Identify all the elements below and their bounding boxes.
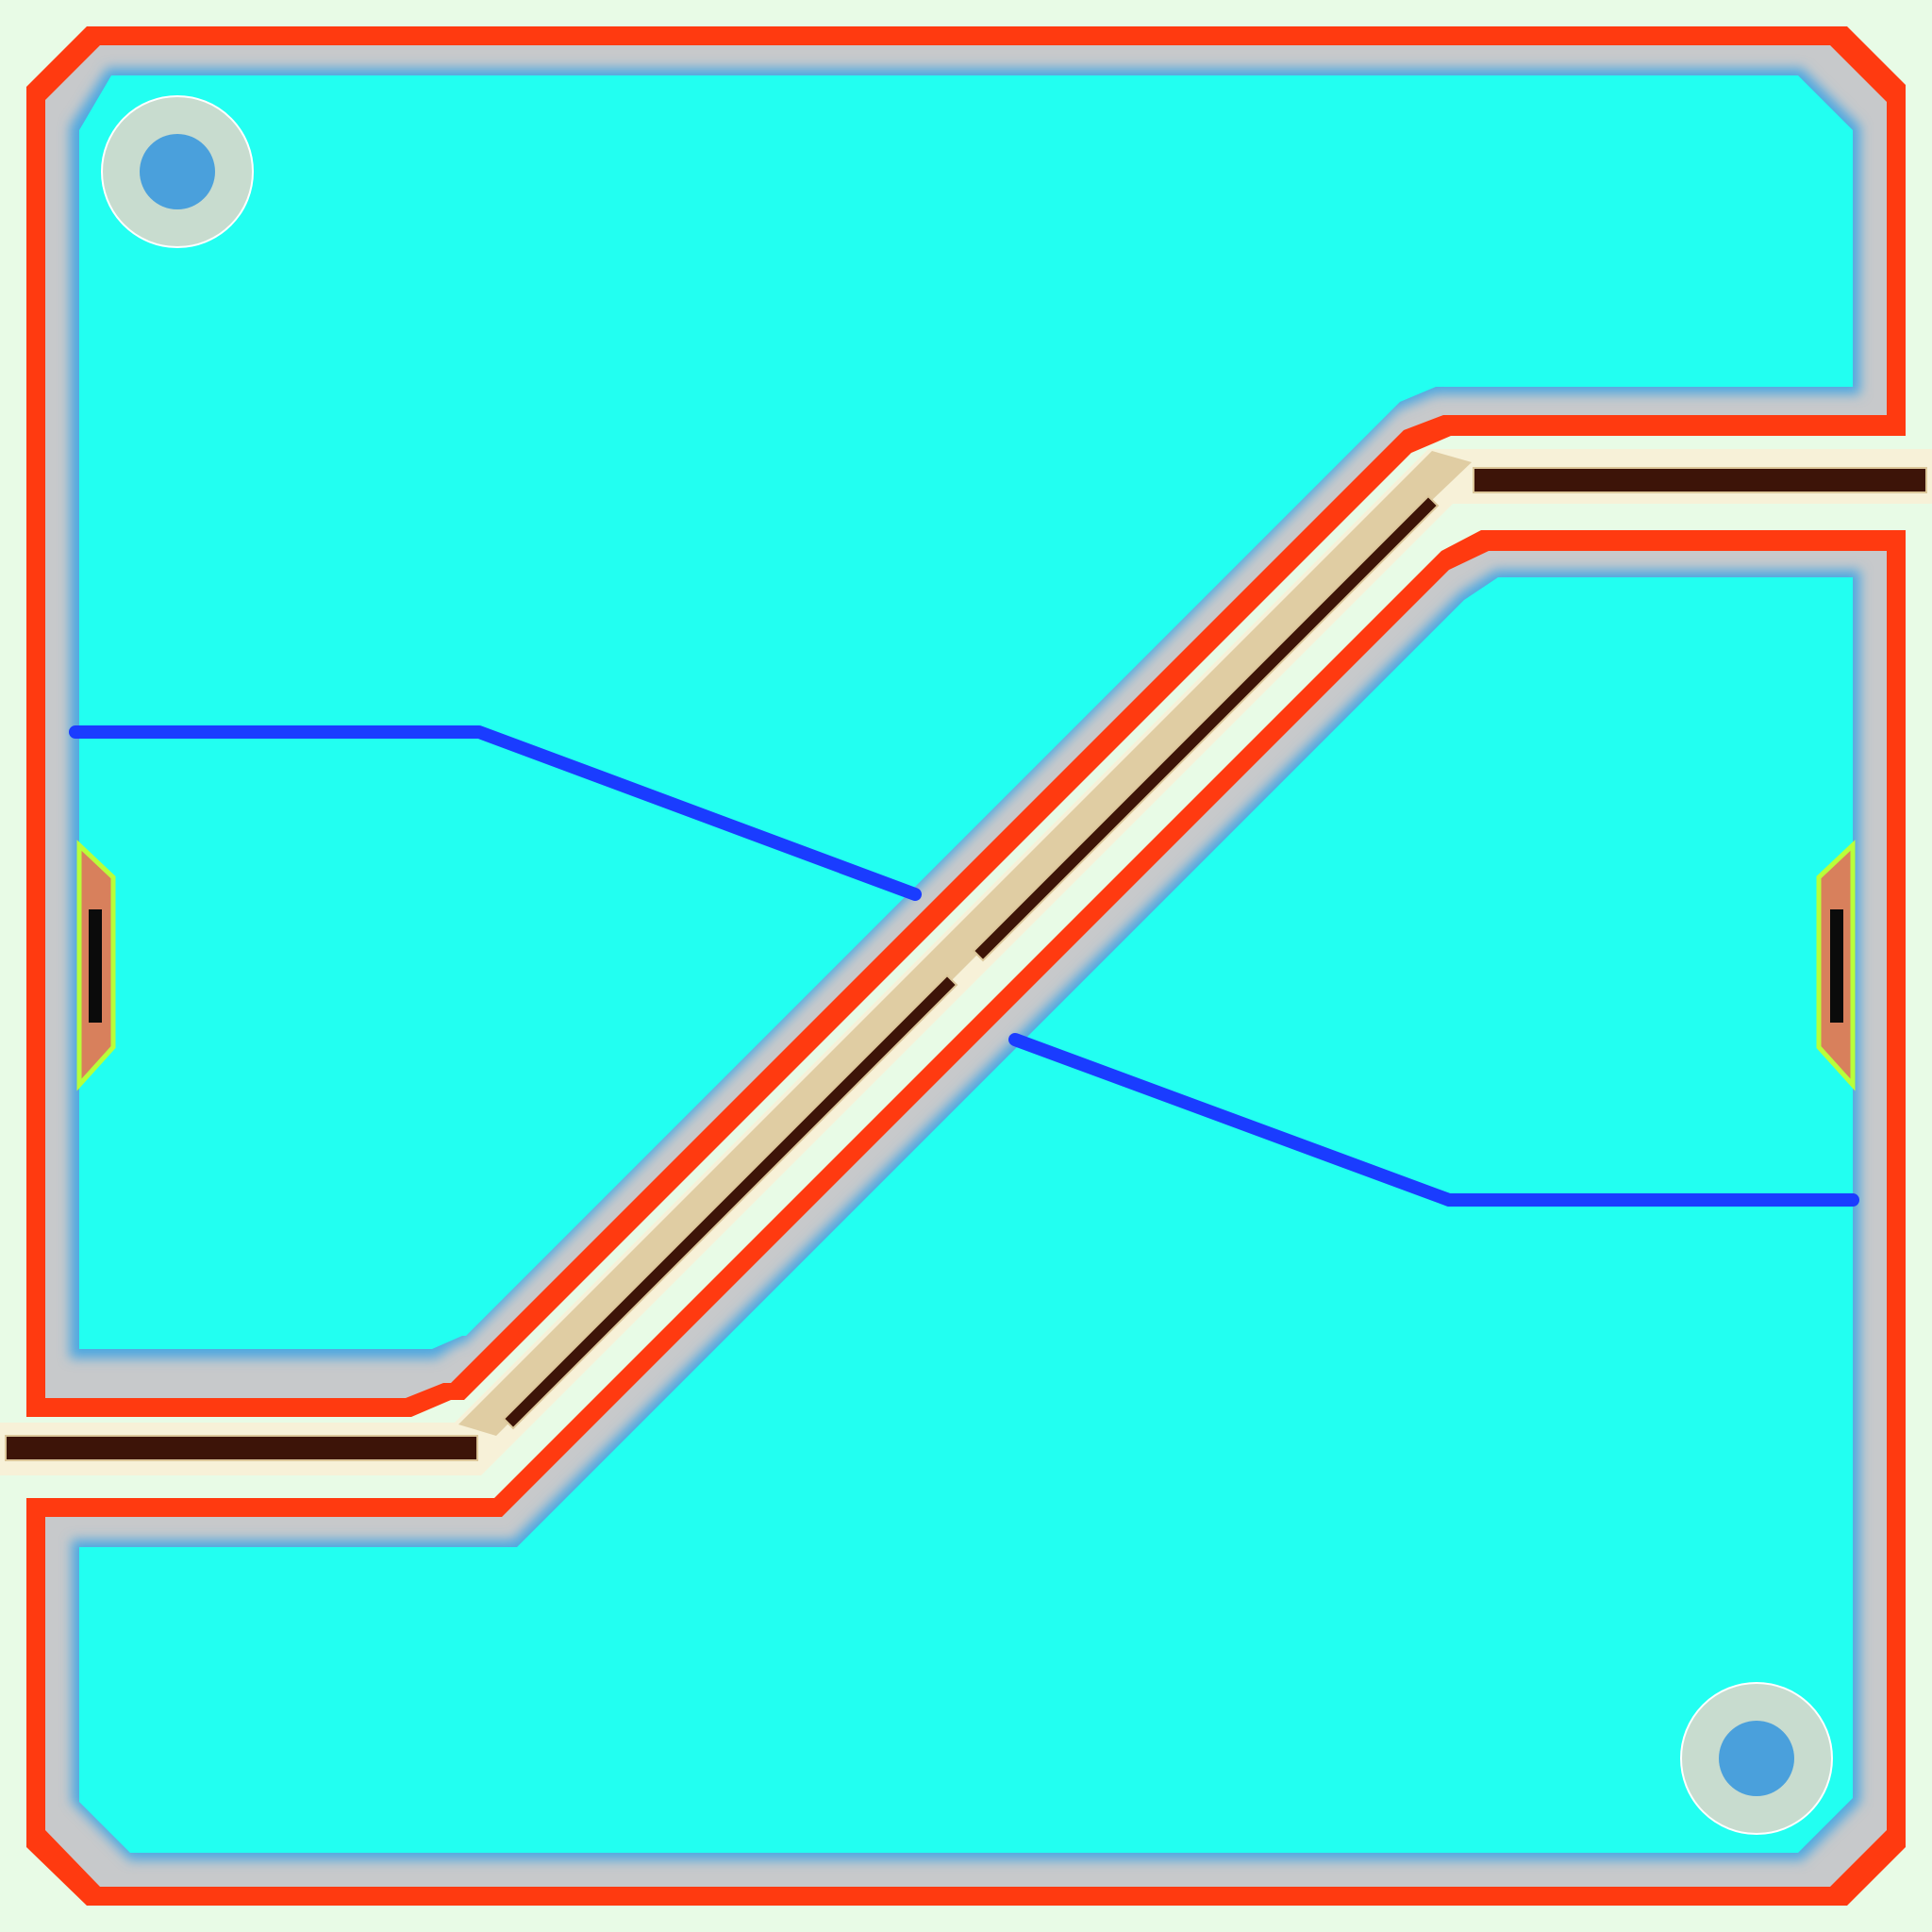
side-pad-left — [76, 840, 116, 1091]
left-port — [5, 1435, 478, 1461]
upper-chamber-floor — [79, 75, 1853, 1349]
mounting-hole-center — [140, 134, 215, 209]
mounting-hole-bottom-right — [1680, 1682, 1833, 1835]
side-pad-right — [1816, 840, 1856, 1091]
channel-tan-band — [458, 451, 1472, 1436]
lower-chamber-floor — [79, 577, 1853, 1853]
side-pad-core — [89, 909, 102, 1023]
blue-line-upper — [69, 725, 922, 901]
channel-slot-lower — [502, 974, 958, 1430]
channel-slot-upper — [972, 494, 1440, 962]
upper-chamber — [26, 26, 1906, 1417]
blue-lines — [69, 725, 1859, 1207]
mounting-hole-top-left — [101, 95, 254, 248]
side-pad-core — [1830, 909, 1843, 1023]
right-port — [1473, 467, 1927, 493]
diagonal-channel — [0, 449, 1932, 1475]
blue-line-lower — [1008, 1033, 1859, 1207]
lower-chamber — [26, 530, 1906, 1906]
mounting-hole-center — [1719, 1721, 1794, 1796]
